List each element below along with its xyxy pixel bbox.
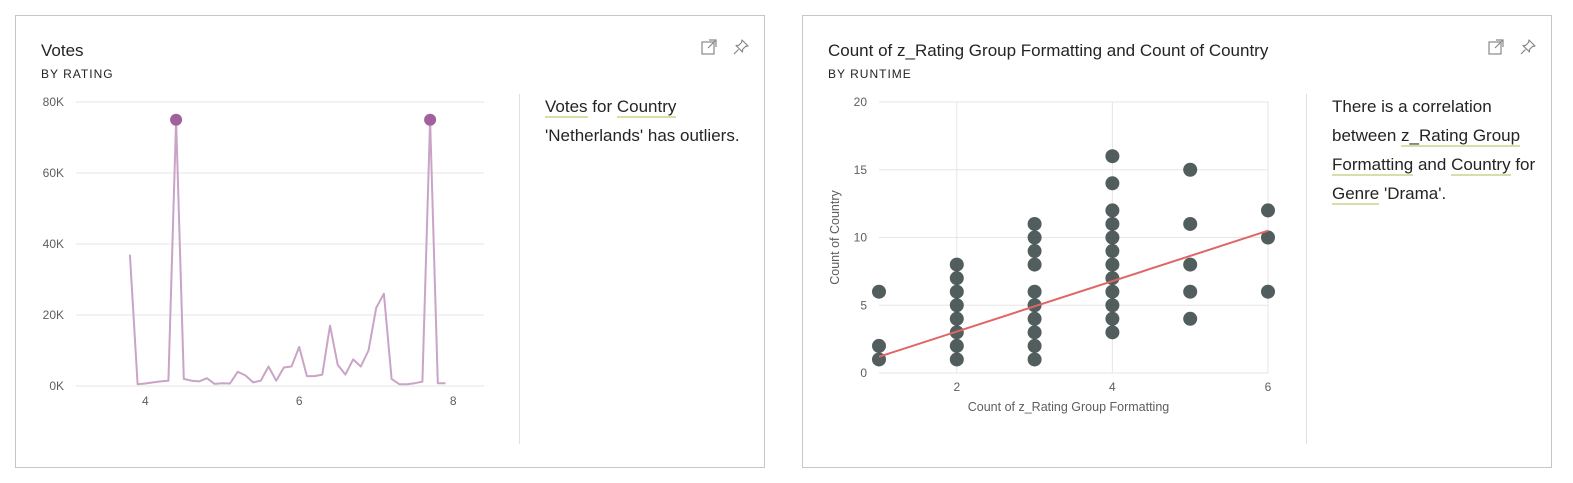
scatter-point bbox=[1027, 244, 1042, 259]
scatter-point bbox=[1105, 149, 1120, 164]
trend-line bbox=[878, 229, 1269, 358]
scatter-point bbox=[1105, 311, 1120, 326]
scatter-point bbox=[1261, 284, 1275, 299]
scatter-point bbox=[1105, 216, 1120, 231]
scatter-point bbox=[949, 311, 964, 326]
scatter-point bbox=[1027, 338, 1042, 353]
scatter-point bbox=[1183, 216, 1198, 231]
scatter-point bbox=[1027, 230, 1042, 245]
x-tick-label: 8 bbox=[450, 394, 457, 408]
scatter-point bbox=[1105, 203, 1120, 218]
y-tick-label: 10 bbox=[854, 231, 868, 245]
expand-icon[interactable] bbox=[1487, 38, 1505, 56]
scatter-point bbox=[1027, 325, 1042, 340]
insight-text-fragment: for bbox=[587, 97, 617, 116]
insight-text: There is a correlation between z_Rating … bbox=[1332, 92, 1537, 208]
scatter-point bbox=[1027, 298, 1042, 313]
scatter-point bbox=[1183, 257, 1198, 272]
scatter-point bbox=[1105, 298, 1120, 313]
scatter-point bbox=[1105, 230, 1120, 245]
scatter-point bbox=[949, 298, 964, 313]
y-tick-label: 80K bbox=[43, 95, 64, 109]
scatter-point bbox=[1027, 352, 1042, 367]
correlation-scatter-chart: 0 5 10 15 20 2 4 6 Count of z_Rating Group Forma… bbox=[828, 95, 1275, 414]
y-tick-label: 20 bbox=[854, 95, 868, 109]
card-title: Votes bbox=[41, 41, 84, 60]
scatter-point bbox=[949, 284, 964, 299]
y-tick-label: 15 bbox=[854, 163, 868, 177]
y-tick-label: 0K bbox=[49, 379, 64, 393]
card-subtitle: BY RATING bbox=[41, 67, 114, 81]
y-tick-label: 0 bbox=[860, 366, 867, 380]
card-actions bbox=[700, 38, 750, 56]
scatter-point bbox=[1105, 257, 1120, 272]
card-subtitle: BY RUNTIME bbox=[828, 67, 912, 81]
scatter-point bbox=[1105, 325, 1120, 340]
pin-icon[interactable] bbox=[1519, 38, 1537, 56]
x-tick-label: 2 bbox=[953, 380, 960, 394]
scatter-point bbox=[949, 271, 964, 286]
divider bbox=[519, 94, 520, 444]
expand-icon[interactable] bbox=[700, 38, 718, 56]
y-tick-label: 60K bbox=[43, 166, 64, 180]
y-tick-label: 40K bbox=[43, 237, 64, 251]
insight-text-fragment: 'Netherlands' has outliers. bbox=[545, 126, 740, 145]
scatter-point bbox=[1105, 176, 1120, 191]
outlier-point bbox=[170, 113, 183, 126]
scatter-point bbox=[1261, 230, 1275, 245]
scatter-point bbox=[872, 284, 886, 299]
scatter-point bbox=[1105, 244, 1120, 259]
pin-icon[interactable] bbox=[732, 38, 750, 56]
scatter-point bbox=[1183, 284, 1198, 299]
y-tick-label: 20K bbox=[43, 308, 64, 322]
card-title: Count of z_Rating Group Formatting and C… bbox=[828, 41, 1269, 60]
card-actions bbox=[1487, 38, 1537, 56]
scatter-point bbox=[1027, 284, 1042, 299]
scatter-point bbox=[1027, 257, 1042, 272]
x-tick-label: 4 bbox=[142, 394, 149, 408]
insight-field-link[interactable]: Country bbox=[1451, 155, 1511, 176]
scatter-point bbox=[1027, 311, 1042, 326]
scatter-point bbox=[949, 338, 964, 353]
x-tick-label: 4 bbox=[1109, 380, 1116, 394]
scatter-point bbox=[1027, 216, 1042, 231]
scatter-point bbox=[1105, 284, 1120, 299]
insight-text: Votes for Country 'Netherlands' has outl… bbox=[545, 92, 750, 150]
correlation-card: Count of z_Rating Group Formatting and C… bbox=[802, 15, 1552, 468]
scatter-point bbox=[949, 352, 964, 367]
scatter-point bbox=[1261, 203, 1275, 218]
scatter-points bbox=[872, 149, 1275, 367]
y-axis-title: Count of Country bbox=[828, 190, 842, 285]
outlier-point bbox=[424, 113, 437, 126]
x-tick-label: 6 bbox=[1265, 380, 1272, 394]
insight-field-link[interactable]: Country bbox=[616, 97, 677, 118]
votes-series-line bbox=[128, 118, 446, 386]
insight-text-fragment: 'Drama'. bbox=[1379, 184, 1447, 203]
insight-text-fragment: for bbox=[1510, 155, 1536, 174]
insight-field-link[interactable]: Genre bbox=[1332, 184, 1380, 205]
y-tick-label: 5 bbox=[860, 298, 867, 312]
scatter-point bbox=[1183, 311, 1198, 326]
x-axis-title: Count of z_Rating Group Formatting bbox=[968, 400, 1170, 414]
scatter-point bbox=[872, 338, 886, 353]
insight-text-fragment: There is a correlation between bbox=[1332, 97, 1492, 145]
divider bbox=[1306, 94, 1307, 444]
scatter-point bbox=[1183, 162, 1198, 177]
insight-field-link[interactable]: z_Rating Group Formatting bbox=[1332, 126, 1521, 176]
scatter-point bbox=[949, 257, 964, 272]
x-tick-label: 6 bbox=[296, 394, 303, 408]
insight-text-fragment: and bbox=[1413, 155, 1452, 174]
insight-field-link[interactable]: Votes bbox=[545, 97, 588, 118]
votes-card: Votes BY RATING 0K 20K 40K 60K 80K 4 6 8 Votes … bbox=[15, 15, 765, 468]
votes-line-chart: 0K 20K 40K 60K 80K 4 6 8 bbox=[43, 95, 484, 408]
